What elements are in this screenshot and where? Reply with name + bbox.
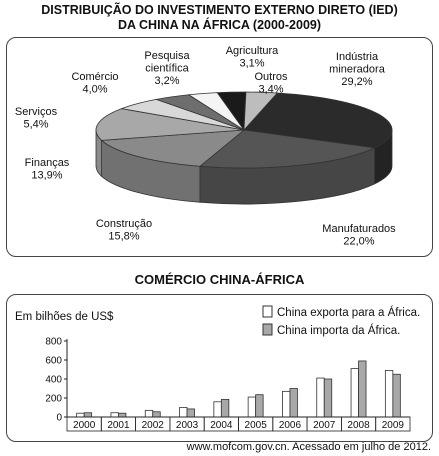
bar-2005-series-0: [247, 396, 257, 418]
x-tick-label-9: 2009: [382, 420, 405, 431]
pie-label-2: Construção: [96, 218, 152, 230]
pie-label-0: Indústria: [336, 51, 379, 63]
x-tick-label-0: 2000: [73, 420, 96, 431]
y-tick-label-1: 200: [45, 394, 62, 405]
pie-slice-1: [198, 129, 376, 169]
pie-slice-2: [100, 129, 246, 167]
bar-2007-series-0: [316, 377, 325, 418]
bar-2000-series-1: [83, 412, 93, 418]
bar-2000-series-0: [76, 412, 85, 418]
bar-2008-series-1: [358, 360, 367, 418]
pie-top: [95, 91, 393, 169]
x-tick-label-8: 2008: [347, 420, 370, 431]
bar-chart-panel: Em bilhões de US$ China exporta para a Áf…: [6, 294, 433, 442]
x-category-cell-9: [375, 416, 411, 432]
x-tick-label-7: 2007: [313, 420, 336, 431]
pie-label-6: científica: [145, 63, 189, 75]
pie-side-walls: [95, 129, 393, 205]
x-tick-label-4: 2004: [210, 420, 233, 431]
bar-2003-series-0: [179, 407, 188, 418]
x-tick-label-1: 2001: [107, 420, 130, 431]
pie-value-label-5: 4,0%: [82, 84, 107, 96]
y-tick-label-3: 600: [45, 356, 62, 367]
y-tick-label-2: 400: [45, 375, 62, 386]
pie-value-label-0: 29,2%: [341, 76, 372, 88]
pie-label-4: Serviços: [15, 106, 58, 118]
bar-2008-series-0: [350, 368, 359, 418]
x-tick-label-2: 2002: [142, 420, 165, 431]
bar-2007-series-1: [323, 378, 333, 418]
pie-value-label-1: 22,0%: [343, 236, 374, 248]
bar-2001-series-0: [110, 412, 119, 418]
y-tick-label-4: 800: [45, 337, 62, 348]
pie-label-6: Pesquisa: [144, 50, 190, 62]
bar-2002-series-1: [152, 411, 161, 418]
bar-2009-series-0: [384, 370, 394, 418]
bar-chart: Em bilhões de US$ China exporta para a Áf…: [15, 305, 420, 432]
pie-title-line-2: DA CHINA NA ÁFRICA (2000-2009): [117, 18, 322, 32]
bar-2009-series-1: [392, 373, 401, 418]
bar-2004-series-0: [213, 401, 222, 418]
source-citation: www.mofcom.gov.cn. Acessado em julho de …: [186, 441, 431, 453]
bar-2006-series-0: [282, 390, 291, 418]
pie-label-5: Comércio: [71, 71, 118, 83]
y-tick-label-0: 0: [56, 413, 62, 424]
bar-2001-series-1: [118, 412, 127, 418]
bar-marks: [76, 360, 401, 418]
bar-2005-series-1: [255, 394, 264, 418]
legend-label-1: China importa da África.: [277, 324, 400, 337]
bar-2003-series-1: [186, 408, 195, 418]
pie-slice-3: [95, 108, 245, 141]
pie-title-line-1: DISTRIBUIÇÃO DO INVESTIMENTO EXTERNO DIR…: [41, 3, 398, 17]
pie-label-8: Outros: [254, 71, 288, 83]
legend-swatch-1: [262, 323, 273, 336]
pie-label-1: Manufaturados: [322, 223, 396, 235]
pie-value-label-2: 15,8%: [108, 231, 139, 243]
pie-chart-panel: Indústria mineradora 29,2% Manufaturados 22,…: [6, 37, 433, 257]
bar-chart-title: COMÉRCIO CHINA-ÁFRICA: [134, 272, 305, 287]
pie-value-label-7: 3,1%: [239, 58, 264, 70]
bar-y-axis-label: Em bilhões de US$: [15, 311, 114, 323]
pie-label-0: mineradora: [329, 64, 386, 76]
pie-value-label-6: 3,2%: [154, 75, 179, 87]
pie-value-label-3: 13,9%: [31, 170, 62, 182]
pie-label-7: Agricultura: [226, 45, 279, 57]
pie-slice-0: [243, 92, 393, 149]
bar-2004-series-1: [220, 399, 230, 418]
bar-2002-series-0: [144, 409, 154, 418]
pie-value-label-8: 3,4%: [258, 84, 283, 96]
x-tick-label-3: 2003: [176, 420, 199, 431]
pie-value-label-4: 5,4%: [23, 119, 48, 131]
x-tick-label-5: 2005: [245, 420, 268, 431]
bar-2006-series-1: [289, 388, 298, 418]
pie-slice-8: [243, 91, 279, 132]
pie-label-3: Finanças: [25, 157, 70, 169]
x-tick-label-6: 2006: [279, 420, 302, 431]
legend-swatch-0: [262, 305, 273, 318]
legend-label-0: China exporta para a África.: [277, 306, 420, 319]
pie-chart-title: DISTRIBUIÇÃO DO INVESTIMENTO EXTERNO DIR…: [0, 3, 439, 33]
